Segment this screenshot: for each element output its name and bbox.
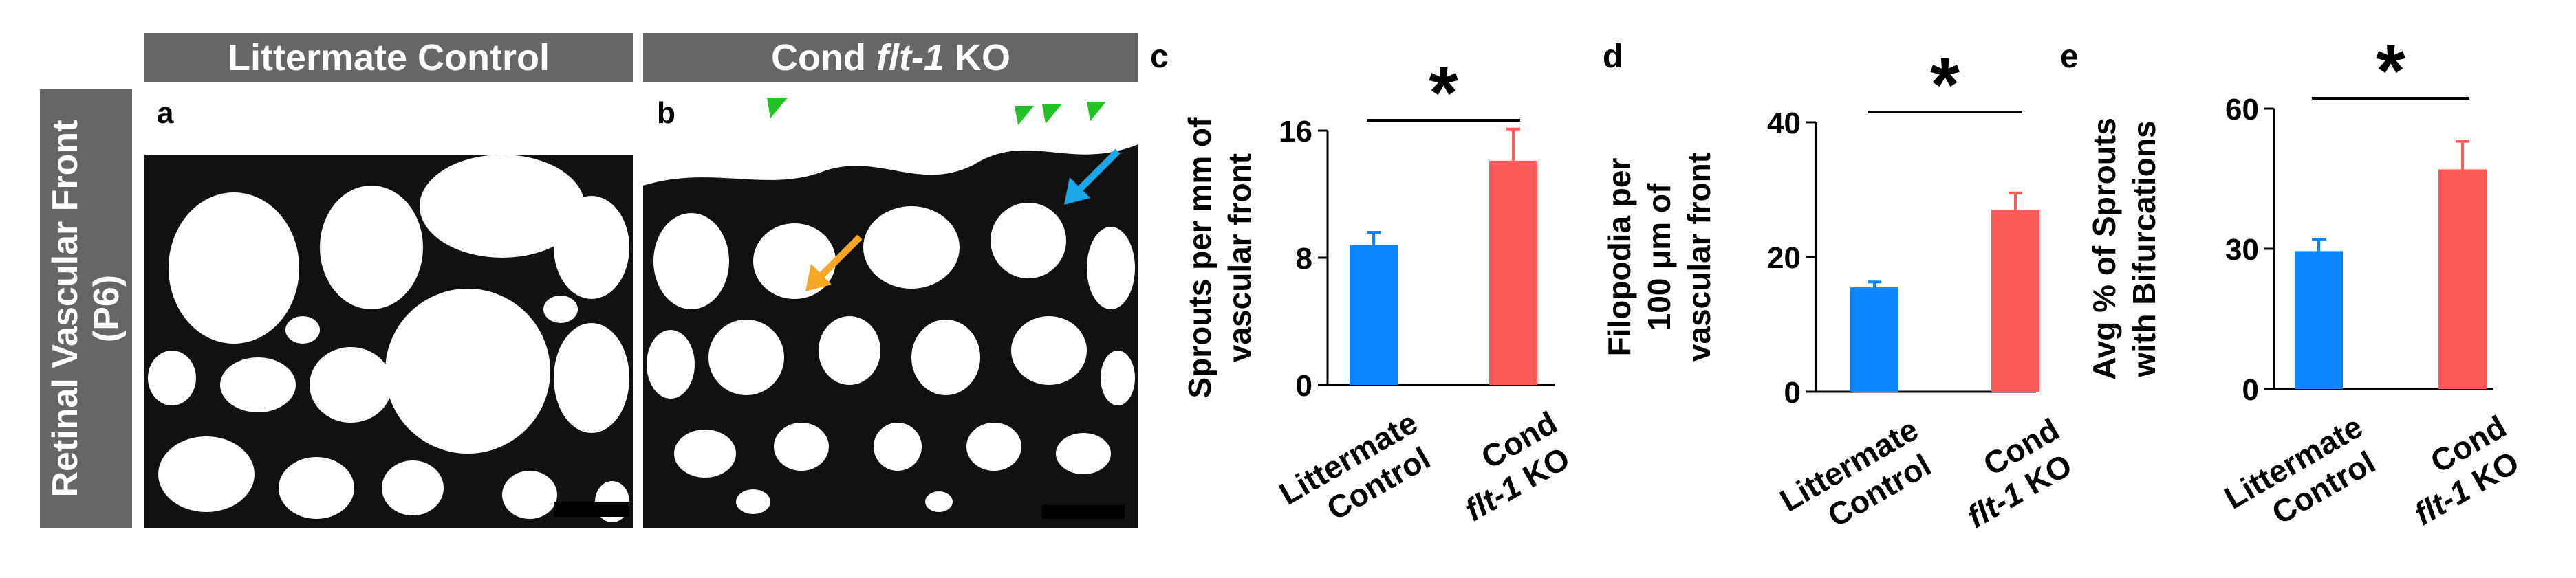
panel-letter-a: a <box>157 96 174 130</box>
scale-bar-b <box>1042 505 1125 519</box>
header-right-prefix: Cond <box>771 37 876 78</box>
y-axis-label-line: with Bifurcations <box>2126 120 2162 377</box>
y-tick-label: 0 <box>1784 376 1801 410</box>
y-axis-label-line: Avg % of Sprouts <box>2086 118 2122 380</box>
y-tick-label: 0 <box>1296 369 1312 403</box>
y-tick-label: 8 <box>1296 242 1312 276</box>
y-axis-label-line: Sprouts per mm of <box>1182 117 1217 399</box>
y-tick-label: 16 <box>1279 115 1312 148</box>
chart-c: 0 8 16 Sprouts per mm of vascular front * Litt… <box>1182 51 1576 528</box>
significance-star: * <box>1930 43 1960 127</box>
header-littermate-control: Littermate Control <box>144 33 633 82</box>
orange-arrow-icon <box>805 234 863 291</box>
y-axis-label-line: vascular front <box>1222 153 1257 362</box>
y-axis-label-line: vascular front <box>1681 153 1717 362</box>
panel-letter-b: b <box>657 96 675 130</box>
panel-letter-d: d <box>1603 38 1623 75</box>
header-right-gene: flt-1 <box>876 37 944 78</box>
bar-littermate-control <box>1850 287 1898 392</box>
header-right-suffix: KO <box>944 37 1010 78</box>
side-header: Retinal Vascular Front (P6) <box>40 89 132 528</box>
y-axis-label-line: Filopodia per <box>1601 158 1637 357</box>
scale-bar-a <box>554 502 629 517</box>
significance-star: * <box>1429 51 1458 135</box>
bar-littermate-control <box>2295 251 2343 389</box>
panel-letter-c: c <box>1150 38 1169 75</box>
header-left-label: Littermate Control <box>227 37 550 78</box>
y-tick-label: 0 <box>2242 373 2259 407</box>
chart-e: 0 30 60 Avg % of Sprouts with Bifurcations * L… <box>2086 29 2525 532</box>
blue-arrow-icon <box>1064 148 1121 205</box>
vessel-network-b <box>643 89 1138 528</box>
y-axis-label-line: 100 μm of <box>1641 183 1677 331</box>
green-arrowhead-2 <box>1015 106 1034 125</box>
vessel-network-a <box>144 89 633 528</box>
bar-cond-flt1-ko <box>1991 210 2039 392</box>
y-tick-label: 40 <box>1767 107 1801 140</box>
micrograph-b <box>643 89 1138 528</box>
panel-letter-e: e <box>2060 38 2079 75</box>
green-arrowhead-3 <box>1042 104 1061 124</box>
significance-star: * <box>2376 29 2405 113</box>
y-tick-label: 20 <box>1767 241 1801 275</box>
green-arrowhead-4 <box>1087 102 1106 121</box>
green-arrowhead-1 <box>767 98 788 118</box>
header-cond-flt1-ko: Cond flt-1 KO <box>643 33 1138 82</box>
bar-cond-flt1-ko <box>1489 160 1537 385</box>
micrograph-a <box>144 89 633 528</box>
chart-d: 0 20 40 Filopodia per 100 μm of vascular fron… <box>1601 43 2078 535</box>
bar-cond-flt1-ko <box>2438 169 2487 389</box>
bar-littermate-control <box>1350 245 1398 385</box>
y-tick-label: 30 <box>2225 233 2259 267</box>
y-tick-label: 60 <box>2225 93 2259 126</box>
